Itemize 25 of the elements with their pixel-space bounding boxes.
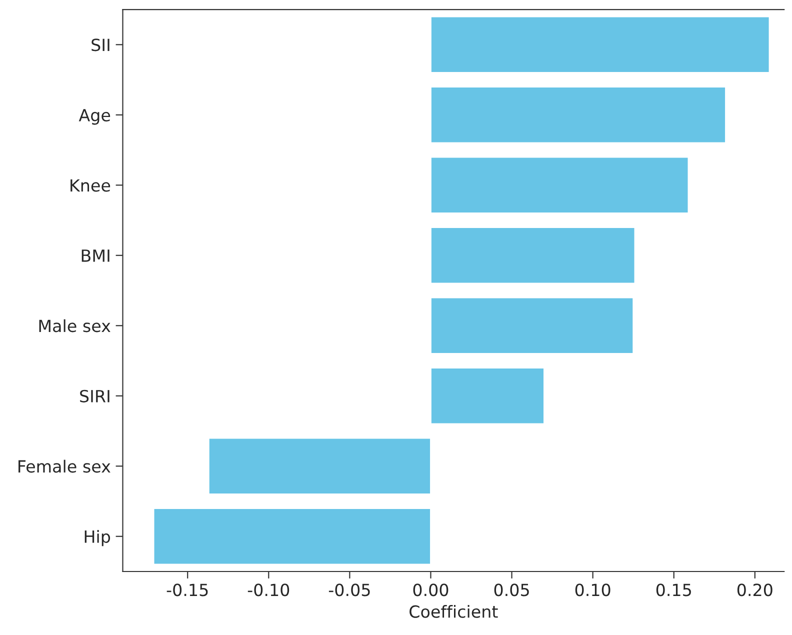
- x-tick-label: -0.05: [328, 584, 370, 596]
- x-tick-label: 0.10: [575, 584, 610, 596]
- y-tick-label: Knee: [70, 179, 110, 192]
- x-tick-label: 0.05: [494, 584, 529, 596]
- x-tick-label: 0.00: [413, 584, 448, 596]
- bar: [430, 226, 636, 284]
- y-tick-label: SIRI: [80, 390, 110, 402]
- bar: [208, 437, 432, 495]
- y-tick-label: Female sex: [18, 460, 110, 473]
- x-tick-label: 0.20: [737, 584, 772, 596]
- bar: [430, 296, 634, 354]
- y-tick-label: Hip: [84, 530, 110, 546]
- bar: [430, 86, 726, 144]
- bar: [430, 16, 770, 74]
- bar: [430, 156, 690, 214]
- y-tick-label: BMI: [82, 250, 110, 262]
- x-tick-label: -0.15: [166, 584, 208, 596]
- y-tick-label: Age: [78, 109, 110, 125]
- x-tick-label: -0.10: [248, 584, 290, 596]
- x-tick-label: 0.15: [656, 584, 691, 596]
- y-tick-label: Male sex: [39, 319, 110, 332]
- bar: [152, 508, 432, 566]
- y-tick-label: SII: [92, 38, 110, 52]
- x-axis-title: Coefficient: [410, 604, 498, 618]
- bar: [430, 367, 545, 425]
